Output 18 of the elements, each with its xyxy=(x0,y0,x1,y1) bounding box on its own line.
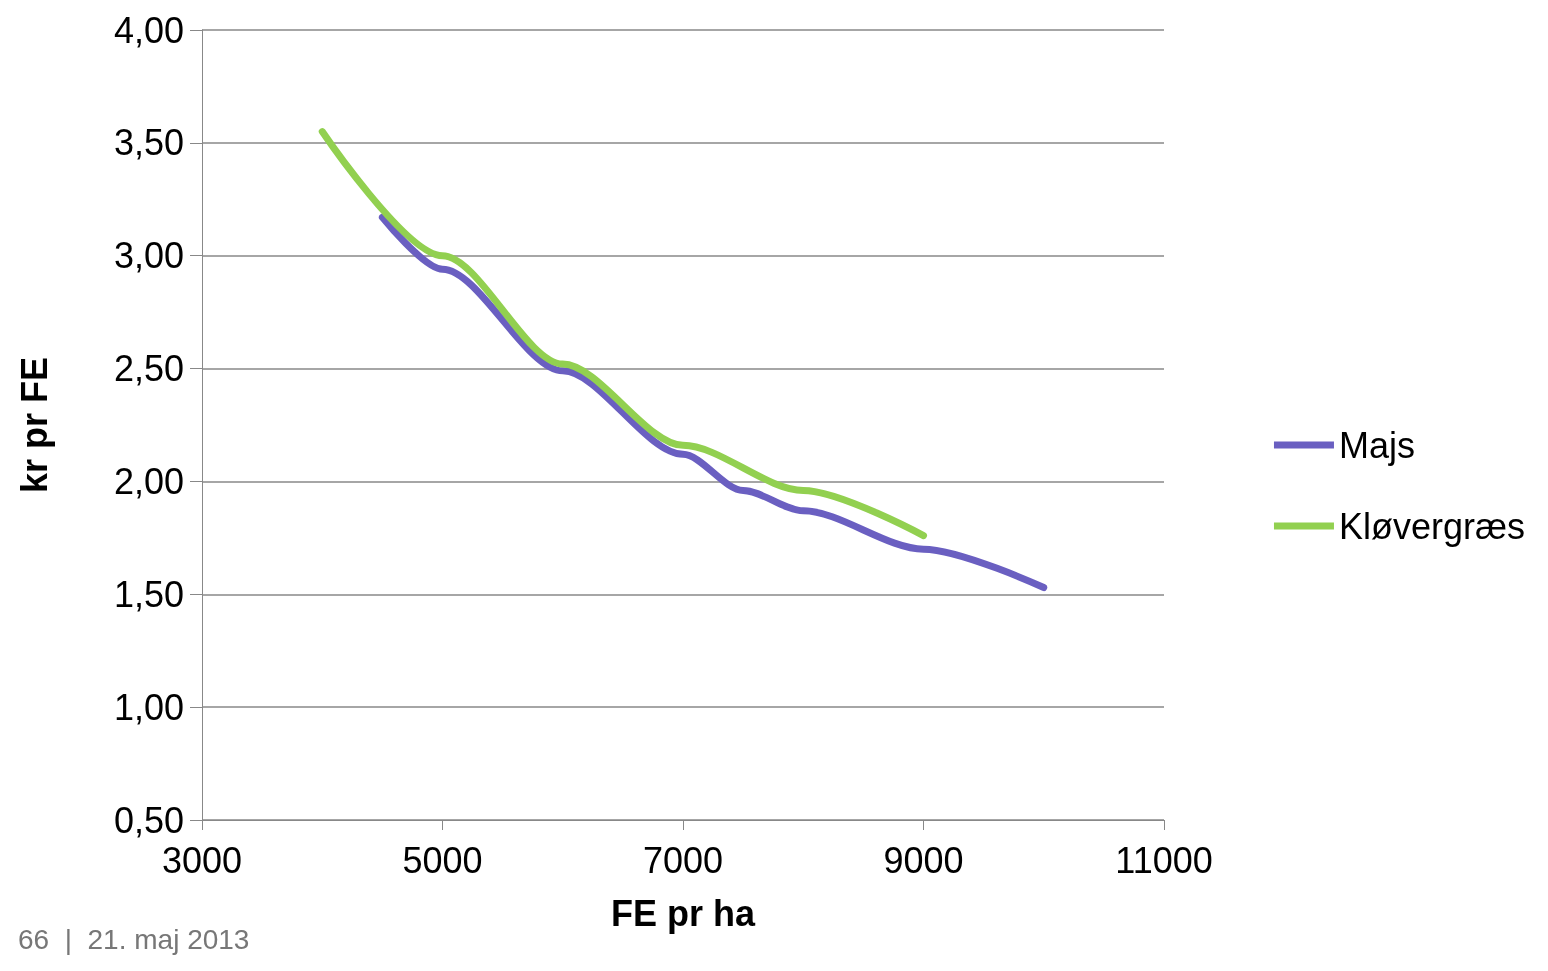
x-tick-label: 11000 xyxy=(1115,839,1213,881)
y-tick-label: 3,50 xyxy=(113,122,184,164)
y-axis-title: kr pr FE xyxy=(13,356,55,494)
x-tick-label: 7000 xyxy=(642,839,724,881)
legend-label: Kløvergræs xyxy=(1338,505,1525,547)
y-tick-label: 2,50 xyxy=(113,348,184,390)
x-tick-label: 3000 xyxy=(161,839,243,881)
y-tick-label: 1,50 xyxy=(113,573,184,615)
text: 66 | 21. maj 2013 xyxy=(18,923,250,955)
x-tick-label: 5000 xyxy=(402,839,483,881)
x-tick-label: 9000 xyxy=(883,839,964,881)
x-axis-title: FE pr ha xyxy=(610,892,756,934)
y-tick-label: 3,00 xyxy=(113,235,184,277)
legend-label: Majs xyxy=(1338,424,1415,466)
y-tick-label: 2,00 xyxy=(113,460,184,502)
y-tick-label: 0,50 xyxy=(113,799,184,841)
y-tick-label: 1,00 xyxy=(113,686,184,728)
y-tick-label: 4,00 xyxy=(113,9,184,51)
